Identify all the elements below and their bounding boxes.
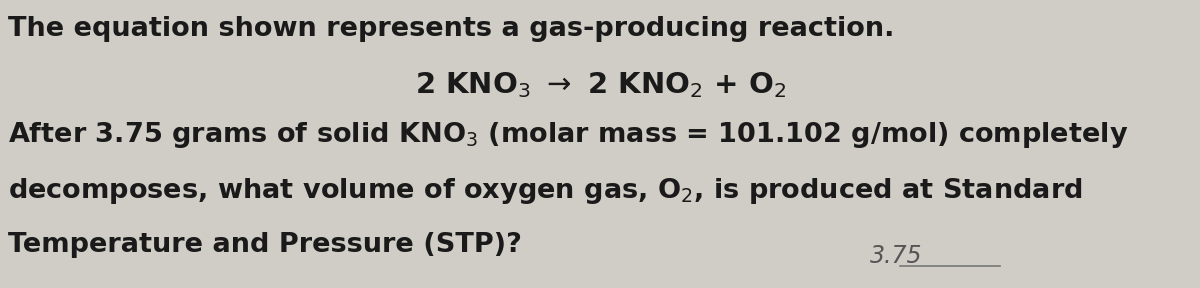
Text: 2 KNO$_3$ $\rightarrow$ 2 KNO$_2$ + O$_2$: 2 KNO$_3$ $\rightarrow$ 2 KNO$_2$ + O$_2…: [414, 70, 786, 100]
Text: After 3.75 grams of solid KNO$_3$ (molar mass = 101.102 g/mol) completely: After 3.75 grams of solid KNO$_3$ (molar…: [8, 120, 1128, 150]
Text: The equation shown represents a gas-producing reaction.: The equation shown represents a gas-prod…: [8, 16, 894, 42]
Text: Temperature and Pressure (STP)?: Temperature and Pressure (STP)?: [8, 232, 522, 258]
Text: 3.75: 3.75: [870, 244, 923, 268]
Text: decomposes, what volume of oxygen gas, O$_2$, is produced at Standard: decomposes, what volume of oxygen gas, O…: [8, 176, 1082, 206]
